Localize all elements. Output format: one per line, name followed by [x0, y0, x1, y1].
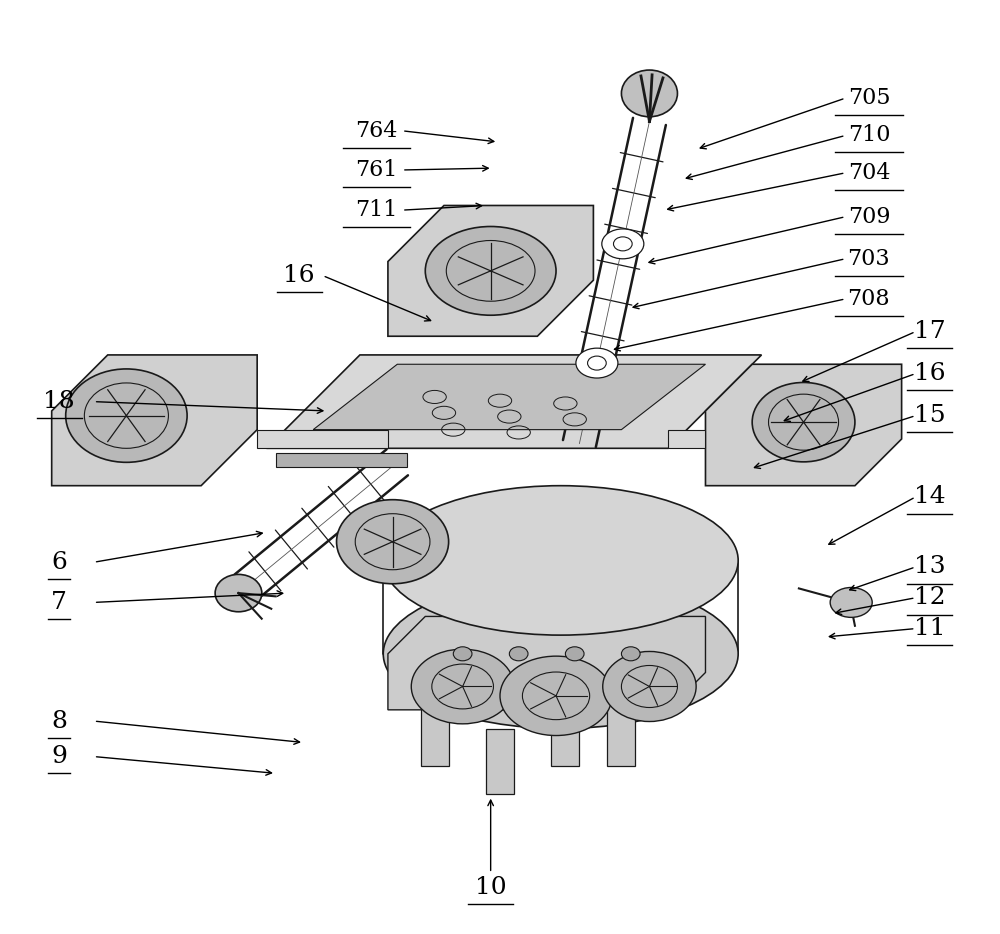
Ellipse shape — [425, 226, 556, 316]
Polygon shape — [668, 430, 705, 448]
Text: 13: 13 — [914, 556, 945, 578]
Ellipse shape — [509, 646, 528, 661]
Text: 6: 6 — [51, 551, 67, 573]
Text: 764: 764 — [356, 120, 398, 142]
Polygon shape — [313, 364, 705, 430]
Text: 703: 703 — [848, 248, 890, 270]
Text: 15: 15 — [914, 404, 945, 427]
Polygon shape — [276, 453, 407, 467]
Text: 711: 711 — [356, 199, 398, 221]
Text: 9: 9 — [51, 745, 67, 768]
Ellipse shape — [383, 579, 738, 729]
Text: 16: 16 — [914, 362, 945, 385]
Text: 14: 14 — [914, 486, 945, 508]
Ellipse shape — [752, 383, 855, 461]
Polygon shape — [266, 355, 762, 448]
Ellipse shape — [603, 652, 696, 721]
Ellipse shape — [215, 574, 262, 612]
Ellipse shape — [411, 649, 514, 724]
Text: 16: 16 — [283, 264, 315, 287]
Text: 761: 761 — [356, 159, 398, 181]
Ellipse shape — [337, 500, 449, 584]
Text: 7: 7 — [51, 591, 67, 614]
Text: 10: 10 — [475, 876, 506, 899]
Polygon shape — [257, 430, 388, 448]
Text: 11: 11 — [914, 617, 945, 640]
Ellipse shape — [383, 486, 738, 635]
Bar — [486, 729, 514, 794]
Text: 704: 704 — [848, 162, 890, 184]
Bar — [551, 700, 579, 766]
Ellipse shape — [565, 646, 584, 661]
Ellipse shape — [576, 348, 618, 378]
Ellipse shape — [602, 229, 644, 259]
Ellipse shape — [621, 646, 640, 661]
Text: 705: 705 — [848, 87, 890, 109]
Text: 18: 18 — [43, 390, 75, 413]
Polygon shape — [705, 364, 902, 486]
Text: 710: 710 — [848, 124, 890, 147]
Bar — [421, 700, 449, 766]
Polygon shape — [388, 205, 593, 336]
Ellipse shape — [830, 587, 872, 617]
Bar — [607, 700, 635, 766]
Text: 8: 8 — [51, 710, 67, 732]
Text: 708: 708 — [848, 288, 890, 310]
Ellipse shape — [66, 369, 187, 462]
Polygon shape — [388, 616, 705, 710]
Ellipse shape — [453, 646, 472, 661]
Ellipse shape — [500, 656, 612, 736]
Ellipse shape — [621, 70, 677, 117]
Polygon shape — [52, 355, 257, 486]
Text: 709: 709 — [848, 205, 890, 228]
Text: 17: 17 — [914, 320, 945, 343]
Text: 12: 12 — [914, 587, 945, 609]
